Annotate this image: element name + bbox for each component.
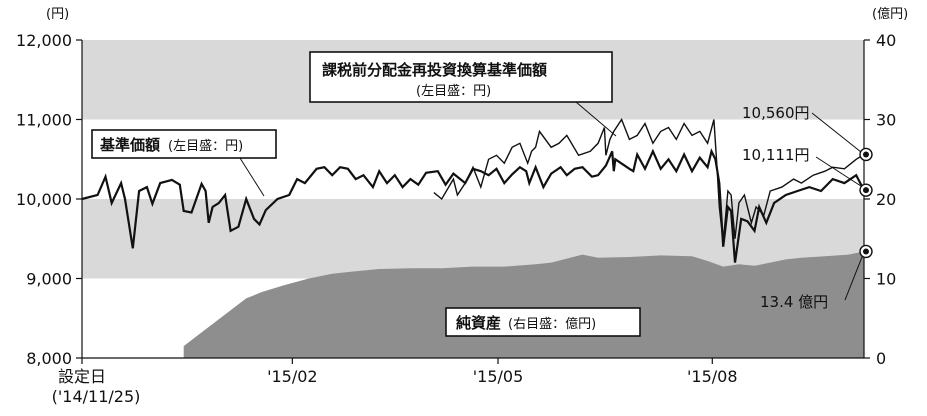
nav-label-leader [239, 157, 265, 197]
reinvested-nav-line [433, 117, 865, 243]
reinvested-label-title: 課税前分配金再投資換算基準価額 [322, 61, 547, 79]
end-markers [859, 147, 873, 259]
end-value-reinvested-leader [811, 112, 867, 157]
x-tick-sublabel: ('14/11/25) [52, 387, 141, 406]
right-tick-label: 10 [876, 270, 896, 289]
x-tick-label: 設定日 [58, 367, 106, 386]
right-tick-label: 0 [876, 349, 886, 368]
right-axis-unit: (億円) [872, 6, 908, 22]
left-axis-unit: (円) [46, 7, 69, 22]
right-tick-label: 20 [876, 190, 896, 209]
nav-label-title: 基準価額 [99, 136, 160, 154]
right-tick-label: 40 [876, 31, 896, 50]
end-value-reinvested: 10,560円 [742, 104, 810, 122]
x-axis-ticks: 設定日('14/11/25) '15/02 '15/05 '15/08 [52, 358, 738, 406]
end-value-assets: 13.4 億円 [760, 293, 828, 311]
assets-label: 純資産 (右目盛：億円) [445, 307, 641, 337]
reinvested-label: 課税前分配金再投資換算基準価額 (左目盛：円) [309, 51, 613, 103]
left-tick-label: 11,000 [16, 111, 72, 130]
nav-label: 基準価額 (左目盛：円) [91, 129, 277, 159]
left-tick-label: 8,000 [26, 349, 72, 368]
net-assets-area [183, 251, 864, 358]
reinvested-label-leader [575, 101, 617, 137]
left-tick-label: 10,000 [16, 190, 72, 209]
end-marker [859, 244, 873, 259]
nav-label-sub: (左目盛：円) [168, 139, 243, 154]
end-marker [859, 147, 873, 162]
x-tick-label: '15/02 [267, 367, 318, 386]
end-value-nav-leader [815, 156, 865, 189]
end-marker [859, 183, 873, 197]
x-tick-label: '15/05 [473, 367, 524, 386]
assets-label-sub: (右目盛：億円) [508, 316, 596, 332]
right-axis-ticks: 0 10 20 30 40 [864, 31, 896, 368]
right-tick-label: 30 [876, 111, 896, 130]
x-tick-label: '15/08 [687, 367, 738, 386]
left-tick-label: 9,000 [26, 270, 72, 289]
end-value-nav: 10,111円 [742, 146, 810, 164]
left-tick-label: 12,000 [16, 31, 72, 50]
assets-label-title: 純資産 [456, 314, 501, 332]
end-value-assets-leader [844, 251, 865, 301]
reinvested-label-sub: (左目盛：円) [416, 84, 491, 99]
nav-line [81, 148, 865, 263]
left-axis-ticks: 8,000 9,000 10,000 11,000 12,000 [16, 31, 82, 368]
